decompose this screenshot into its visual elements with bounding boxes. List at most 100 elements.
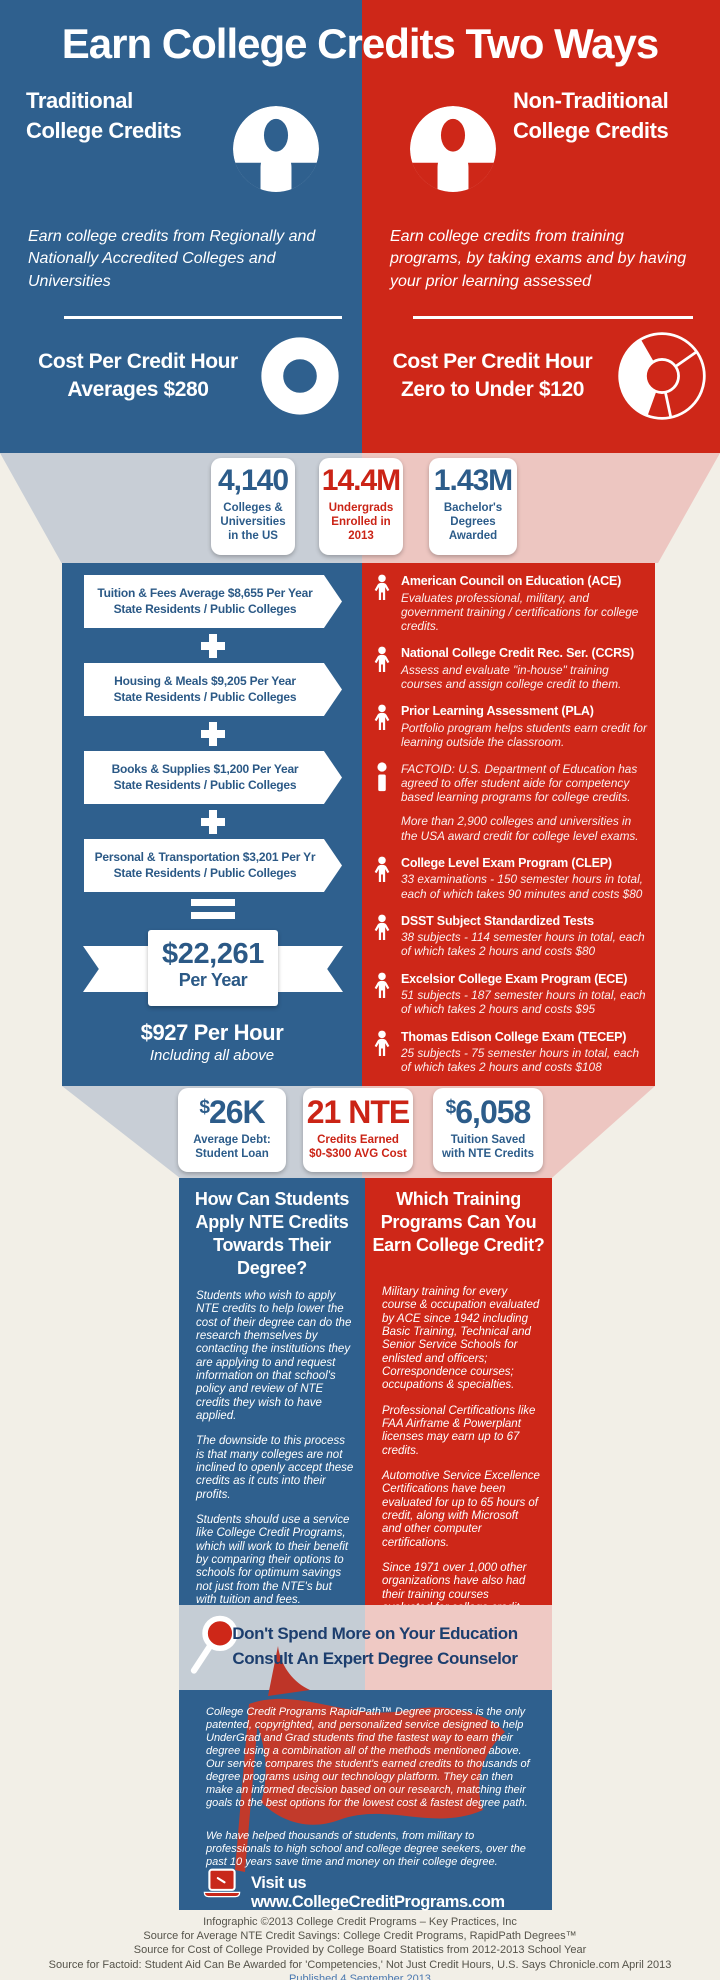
header-left-panel bbox=[0, 0, 362, 453]
cta-line2: Consult An Expert Degree Counselor bbox=[232, 1648, 518, 1668]
program-title: National College Credit Rec. Ser. (CCRS) bbox=[401, 646, 635, 661]
footer-published-link[interactable]: Published 4 September 2013 bbox=[289, 1972, 431, 1980]
factoid-para1: FACTOID: U.S. Department of Education ha… bbox=[401, 761, 638, 805]
magnifier-icon bbox=[184, 1612, 246, 1687]
cost-item-line1: Personal & Transportation $3,201 Per Yr bbox=[94, 849, 316, 864]
total-cost-unit: Per Year bbox=[178, 970, 248, 990]
cost-left-line2: Averages $280 bbox=[67, 377, 209, 401]
cost-item-housing: Housing & Meals $9,205 Per Year State Re… bbox=[84, 663, 342, 716]
which-programs-heading: Which Training Programs Can You Earn Col… bbox=[372, 1189, 545, 1256]
stat-value: $26K bbox=[199, 1094, 265, 1130]
summary-para2: We have helped thousands of students, fr… bbox=[206, 1830, 526, 1868]
program-desc: Portfolio program helps students earn cr… bbox=[401, 720, 647, 749]
stat-label: Colleges & Universities in the US bbox=[220, 502, 286, 543]
program-item-clep: College Level Exam Program (CLEP) 33 exa… bbox=[372, 856, 648, 901]
program-item-tecep: Thomas Edison College Exam (TECEP) 25 su… bbox=[372, 1030, 648, 1075]
cta-banner-text: Don't Spend More on Your Education Consu… bbox=[225, 1622, 525, 1671]
footer-line-copyright: Infographic ©2013 College Credit Program… bbox=[203, 1916, 517, 1928]
person-icon bbox=[372, 574, 392, 606]
laptop-icon bbox=[201, 1868, 243, 1905]
footer-line-source-nte: Source for Average NTE Credit Savings: C… bbox=[143, 1930, 577, 1943]
stat-card-nte-credits: 21 NTE Credits Earned $0-$300 AVG Cost bbox=[303, 1088, 413, 1172]
program-item-ccrs: National College Credit Rec. Ser. (CCRS)… bbox=[372, 646, 648, 691]
program-item-dsst: DSST Subject Standardized Tests 38 subje… bbox=[372, 914, 648, 959]
which-programs-para1: Military training for every course & occ… bbox=[382, 1286, 540, 1392]
cost-left-line1: Cost Per Credit Hour bbox=[38, 350, 238, 373]
program-title: Excelsior College Exam Program (ECE) bbox=[401, 971, 628, 986]
cost-left-text: Cost Per Credit Hour Averages $280 bbox=[22, 348, 254, 403]
program-desc: 51 subjects - 187 semester hours in tota… bbox=[401, 988, 646, 1017]
cta-banner-right-bg bbox=[365, 1605, 552, 1690]
hourly-cost-note: Including all above bbox=[149, 1047, 275, 1064]
traditional-description: Earn college credits from Regionally and… bbox=[28, 228, 316, 290]
hourly-cost: $927 Per Hour bbox=[140, 1020, 284, 1045]
solid-donut-icon bbox=[258, 334, 342, 423]
person-icon bbox=[372, 972, 392, 1004]
stat-label: Average Debt: Student Loan bbox=[193, 1134, 271, 1161]
cost-item-books: Books & Supplies $1,200 Per Year State R… bbox=[84, 751, 342, 804]
cost-item-line2: State Residents / Public Colleges bbox=[113, 865, 297, 880]
cost-item-tuition: Tuition & Fees Average $8,655 Per Year S… bbox=[84, 575, 342, 628]
which-programs-para2: Professional Certifications like FAA Air… bbox=[382, 1404, 536, 1457]
program-title: DSST Subject Standardized Tests bbox=[401, 913, 594, 928]
cost-right-line1: Cost Per Credit Hour bbox=[392, 350, 593, 373]
nontraditional-programs-column bbox=[362, 563, 655, 1086]
info-icon bbox=[372, 762, 392, 797]
how-apply-paragraphs: Students who wish to apply NTE credits t… bbox=[196, 1290, 354, 1607]
stat-value: 21 NTE bbox=[306, 1094, 410, 1130]
which-programs-paragraphs: Military training for every course & occ… bbox=[382, 1286, 540, 1615]
program-item-ece: Excelsior College Exam Program (ECE) 51 … bbox=[372, 972, 648, 1017]
nontraditional-heading-line2: College Credits bbox=[513, 117, 669, 143]
which-programs-para3: Automotive Service Excellence Certificat… bbox=[382, 1469, 540, 1549]
visit-url-text[interactable]: Visit us www.CollegeCreditPrograms.com bbox=[251, 1874, 505, 1911]
program-desc: Evaluates professional, military, and go… bbox=[401, 590, 639, 633]
summary-panel: College Credit Programs RapidPath™ Degre… bbox=[179, 1690, 552, 1911]
program-title: Thomas Edison College Exam (TECEP) bbox=[401, 1029, 627, 1044]
which-programs-column bbox=[365, 1178, 552, 1605]
stat-value: 1.43M bbox=[433, 464, 513, 497]
divider-right bbox=[413, 316, 693, 319]
segmented-donut-icon bbox=[616, 330, 708, 427]
total-cost-value: $22,261 bbox=[161, 938, 265, 970]
summary-para1: College Credit Programs RapidPath™ Degre… bbox=[206, 1706, 530, 1809]
equals-icon bbox=[191, 899, 235, 919]
cost-item-line1: Books & Supplies $1,200 Per Year bbox=[111, 761, 299, 776]
how-apply-column bbox=[179, 1178, 365, 1605]
footer-credits: Infographic ©2013 College Credit Program… bbox=[0, 1916, 720, 1980]
traditional-heading-line2: College Credits bbox=[26, 117, 182, 143]
nontraditional-description: Earn college credits from training progr… bbox=[390, 228, 687, 290]
stat-card-undergrads: 14.4M Undergrads Enrolled in 2013 bbox=[319, 458, 403, 555]
stat-label: Undergrads Enrolled in 2013 bbox=[328, 502, 394, 543]
person-avatar-icon bbox=[233, 106, 319, 197]
nontraditional-heading-line1: Non-Traditional bbox=[513, 88, 669, 113]
page-title: Earn College Credits Two Ways bbox=[61, 20, 659, 67]
nontraditional-heading: Non-Traditional College Credits bbox=[513, 86, 713, 145]
program-list: American Council on Education (ACE) Eval… bbox=[372, 574, 648, 1075]
cost-item-line2: State Residents / Public Colleges bbox=[113, 601, 297, 616]
flag-swoosh-shape bbox=[264, 1646, 322, 1701]
stat-value: 14.4M bbox=[321, 464, 401, 497]
program-desc: Assess and evaluate "in-house" training … bbox=[401, 662, 622, 691]
stat-card-degrees: 1.43M Bachelor's Degrees Awarded bbox=[429, 458, 517, 555]
stat-label: Credits Earned $0-$300 AVG Cost bbox=[309, 1134, 407, 1161]
flag-icon bbox=[209, 1694, 529, 1879]
cost-item-line1: Housing & Meals $9,205 Per Year bbox=[114, 673, 296, 688]
plus-icon bbox=[201, 722, 225, 746]
program-item-pla: Prior Learning Assessment (PLA) Portfoli… bbox=[372, 704, 648, 749]
how-apply-para2: The downside to this process is that man… bbox=[196, 1435, 354, 1501]
program-title: College Level Exam Program (CLEP) bbox=[401, 855, 612, 870]
stat-value: 4,140 bbox=[217, 464, 289, 497]
plus-icon bbox=[201, 634, 225, 658]
factoid-item: FACTOID: U.S. Department of Education ha… bbox=[372, 762, 648, 843]
cost-item-line2: State Residents / Public Colleges bbox=[113, 777, 297, 792]
footer-line-source-cost: Source for Cost of College Provided by C… bbox=[133, 1944, 587, 1957]
program-desc: 38 subjects - 114 semester hours in tota… bbox=[401, 930, 645, 959]
cost-item-personal: Personal & Transportation $3,201 Per Yr … bbox=[84, 839, 342, 892]
how-apply-para1: Students who wish to apply NTE credits t… bbox=[196, 1290, 352, 1422]
program-title: Prior Learning Assessment (PLA) bbox=[401, 704, 594, 719]
funnel-left-shape bbox=[0, 453, 362, 563]
cta-line1: Don't Spend More on Your Education bbox=[232, 1624, 518, 1643]
cost-item-line1: Tuition & Fees Average $8,655 Per Year bbox=[97, 585, 313, 600]
factoid-para2: More than 2,900 colleges and universitie… bbox=[401, 814, 639, 843]
